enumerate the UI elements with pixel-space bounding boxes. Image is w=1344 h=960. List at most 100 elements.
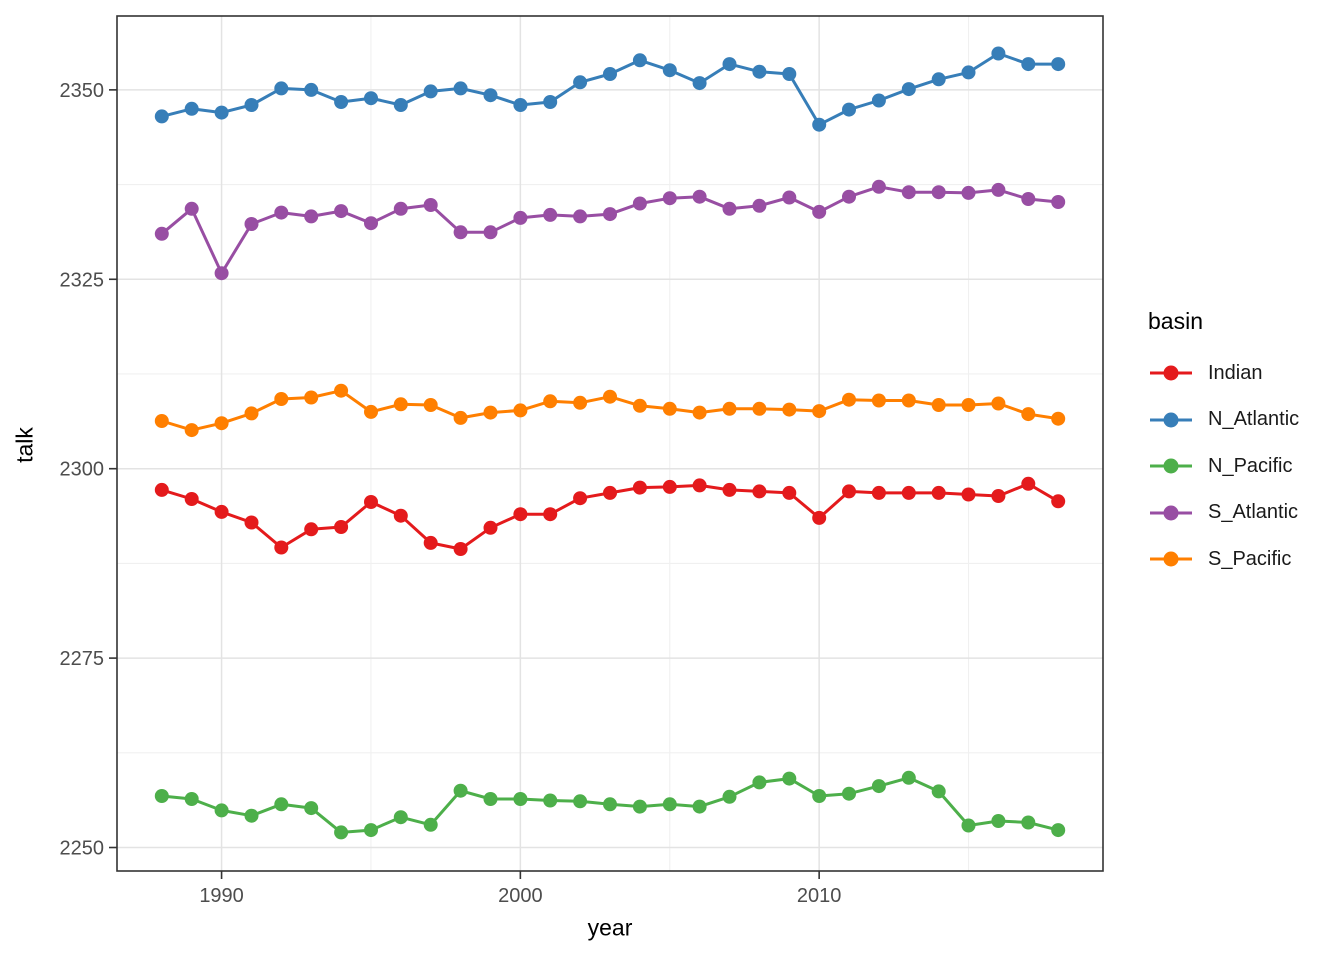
data-point-N_Pacific [334, 825, 349, 840]
legend-key-point [1163, 458, 1179, 474]
data-point-N_Atlantic [871, 93, 886, 108]
data-point-Indian [513, 507, 528, 522]
data-point-Indian [154, 482, 169, 497]
data-point-S_Pacific [931, 398, 946, 412]
data-point-S_Atlantic [931, 185, 946, 200]
data-point-Indian [483, 520, 498, 535]
data-point-N_Pacific [453, 783, 468, 798]
data-point-Indian [662, 479, 677, 494]
data-point-N_Atlantic [722, 57, 737, 72]
data-point-N_Pacific [782, 771, 797, 786]
legend-item-label: N_Atlantic [1208, 408, 1300, 431]
data-point-N_Pacific [662, 797, 677, 812]
data-point-N_Pacific [961, 818, 976, 833]
data-point-N_Atlantic [573, 75, 588, 90]
legend-key-point [1163, 551, 1179, 567]
data-point-S_Atlantic [722, 201, 737, 216]
data-point-N_Pacific [483, 792, 498, 806]
data-point-N_Pacific [393, 810, 408, 825]
data-point-Indian [603, 485, 617, 500]
x-tick-label: 1990 [199, 885, 244, 907]
data-point-Indian [274, 540, 289, 555]
data-point-S_Pacific [423, 398, 438, 412]
data-point-S_Atlantic [274, 205, 289, 220]
legend-key-Indian [1150, 365, 1192, 381]
data-point-N_Pacific [842, 786, 856, 801]
data-point-N_Atlantic [603, 67, 617, 81]
data-point-N_Pacific [364, 823, 378, 838]
data-point-N_Pacific [901, 770, 916, 785]
legend: basin Indian N_Atlantic N_Pacific S_Atlanti… [1148, 308, 1299, 583]
data-point-S_Atlantic [871, 179, 886, 194]
data-point-S_Pacific [393, 397, 408, 412]
data-point-S_Pacific [901, 393, 916, 408]
data-point-S_Pacific [304, 390, 319, 405]
data-point-S_Atlantic [244, 217, 259, 231]
legend-item-label: S_Atlantic [1208, 501, 1299, 524]
panel-background [117, 16, 1103, 871]
data-point-Indian [393, 508, 408, 523]
data-point-N_Atlantic [364, 91, 378, 106]
data-point-S_Pacific [364, 404, 378, 419]
data-point-Indian [573, 491, 588, 506]
data-point-N_Pacific [423, 817, 438, 832]
data-point-N_Atlantic [543, 95, 558, 109]
data-point-S_Atlantic [1021, 192, 1036, 206]
legend-title: basin [1148, 308, 1203, 334]
data-point-S_Pacific [752, 401, 767, 416]
data-point-N_Atlantic [812, 117, 827, 132]
data-point-Indian [782, 485, 797, 500]
data-point-S_Atlantic [842, 189, 856, 204]
data-point-N_Atlantic [184, 101, 199, 116]
data-point-S_Pacific [453, 410, 468, 425]
data-point-S_Pacific [991, 396, 1006, 411]
data-point-N_Atlantic [1021, 57, 1036, 72]
legend-item-S_Pacific: S_Pacific [1148, 536, 1299, 583]
data-point-Indian [961, 487, 976, 502]
data-point-N_Atlantic [304, 82, 319, 97]
data-point-S_Atlantic [154, 226, 169, 241]
data-point-N_Atlantic [453, 81, 468, 96]
data-point-S_Pacific [244, 406, 259, 421]
data-point-N_Pacific [752, 775, 767, 790]
data-point-S_Atlantic [453, 225, 468, 240]
data-point-Indian [632, 480, 647, 495]
data-point-N_Pacific [244, 808, 259, 823]
data-point-Indian [692, 478, 707, 493]
data-point-S_Atlantic [632, 196, 647, 211]
data-point-N_Atlantic [961, 65, 976, 80]
data-point-S_Pacific [483, 405, 498, 420]
data-point-N_Pacific [214, 803, 229, 818]
data-point-Indian [812, 510, 827, 525]
legend-key-S_Pacific [1150, 551, 1192, 567]
data-point-S_Atlantic [483, 225, 498, 240]
data-point-Indian [1051, 494, 1066, 509]
data-point-S_Pacific [573, 395, 588, 410]
data-point-S_Pacific [1051, 411, 1066, 426]
legend-key-point [1163, 365, 1179, 381]
x-axis-title: year [587, 914, 633, 941]
data-point-S_Atlantic [752, 198, 767, 213]
data-point-N_Atlantic [483, 88, 498, 103]
data-point-S_Atlantic [991, 182, 1006, 197]
data-point-S_Pacific [334, 383, 349, 398]
legend-key-N_Pacific [1150, 458, 1192, 474]
data-point-N_Atlantic [842, 102, 856, 117]
data-point-N_Atlantic [692, 76, 707, 91]
data-point-S_Atlantic [692, 189, 707, 204]
data-point-N_Pacific [692, 799, 707, 814]
data-point-S_Atlantic [603, 207, 617, 222]
data-point-N_Atlantic [334, 95, 349, 109]
data-point-S_Pacific [722, 401, 737, 416]
data-point-S_Pacific [274, 392, 289, 406]
legend-item-Indian: Indian [1148, 350, 1299, 397]
legend-item-N_Atlantic: N_Atlantic [1148, 397, 1299, 444]
data-point-N_Pacific [1051, 823, 1066, 838]
data-point-N_Atlantic [991, 46, 1006, 61]
data-point-Indian [244, 515, 259, 530]
data-point-Indian [184, 492, 199, 506]
data-point-S_Pacific [214, 416, 229, 431]
data-point-N_Atlantic [274, 81, 289, 96]
data-point-S_Pacific [184, 423, 199, 438]
data-point-S_Atlantic [364, 216, 378, 231]
